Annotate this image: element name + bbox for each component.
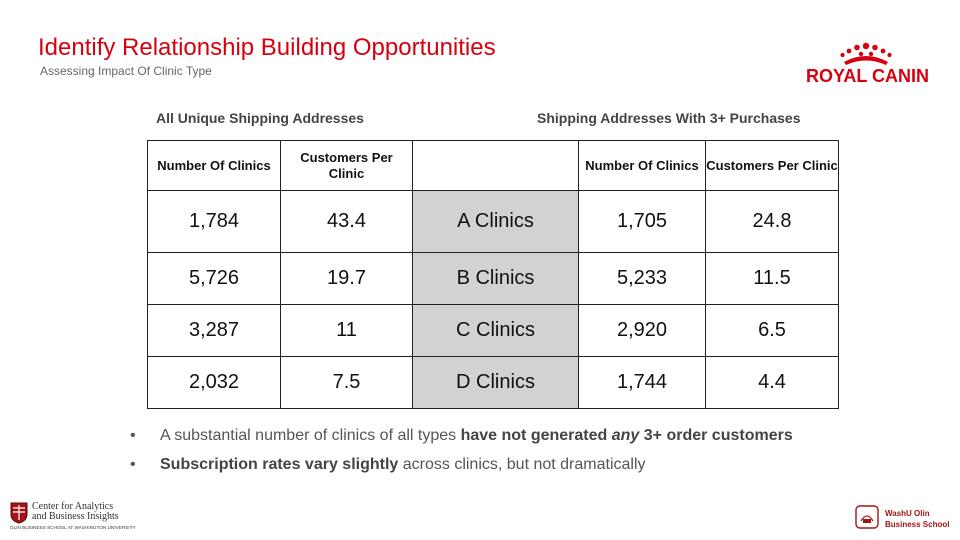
crown-icon (840, 42, 892, 65)
cell-cpc-3plus: 11.5 (705, 252, 839, 305)
clinic-table: Number Of Clinics Customers Per Clinic N… (147, 140, 839, 409)
bullet-dot-icon: • (130, 456, 136, 473)
cell-clinics-all: 1,784 (147, 190, 281, 253)
cell-cpc-all: 19.7 (280, 252, 413, 305)
cell-cpc-3plus: 6.5 (705, 304, 839, 357)
cell-clinic-type: D Clinics (412, 356, 579, 409)
table-header-row: Number Of Clinics Customers Per Clinic N… (147, 140, 839, 191)
cell-clinics-all: 5,726 (147, 252, 281, 305)
cabi-line1: Center for Analytics (32, 501, 114, 512)
cell-cpc-all: 43.4 (280, 190, 413, 253)
olin-name-line1: WashU Olin (885, 509, 930, 518)
cell-cpc-all: 7.5 (280, 356, 413, 409)
bullet-text-bold-italic: any (611, 427, 640, 444)
header-cpc-all: Customers Per Clinic (280, 140, 413, 191)
cabi-line2: and Business Insights (32, 511, 119, 522)
header-cpc-3plus: Customers Per Clinic (705, 140, 839, 191)
olin-name-line2: Business School (885, 520, 950, 529)
header-type (412, 140, 579, 191)
table-row: 1,784 43.4 A Clinics 1,705 24.8 (147, 190, 839, 253)
cell-cpc-all: 11 (280, 304, 413, 357)
group-label-3plus: Shipping Addresses With 3+ Purchases (537, 110, 801, 126)
header-clinics-3plus: Number Of Clinics (578, 140, 706, 191)
header-clinics-all: Number Of Clinics (147, 140, 281, 191)
cell-clinics-all: 3,287 (147, 304, 281, 357)
bullet-text-bold: Subscription rates vary slightly (160, 456, 399, 473)
cell-clinic-type: B Clinics (412, 252, 579, 305)
cell-clinics-all: 2,032 (147, 356, 281, 409)
cell-clinics-3plus: 1,744 (578, 356, 706, 409)
cell-clinic-type: A Clinics (412, 190, 579, 253)
bullet-text-post: across clinics, but not dramatically (398, 456, 646, 473)
bullet-item: • Subscription rates vary slightly acros… (130, 455, 890, 475)
bullet-item: • A substantial number of clinics of all… (130, 426, 890, 446)
cell-clinics-3plus: 2,920 (578, 304, 706, 357)
page-title: Identify Relationship Building Opportuni… (38, 34, 496, 61)
cell-clinics-3plus: 5,233 (578, 252, 706, 305)
brand-name: ROYAL CANIN (806, 66, 930, 86)
page-subtitle: Assessing Impact Of Clinic Type (40, 64, 212, 78)
bullet-text-bold-post: 3+ order customers (639, 427, 793, 444)
cabi-name: Center for Analytics and Business Insigh… (32, 502, 119, 522)
group-label-all: All Unique Shipping Addresses (156, 110, 364, 126)
bullet-list: • A substantial number of clinics of all… (130, 426, 890, 484)
cell-cpc-3plus: 4.4 (705, 356, 839, 409)
royal-canin-logo: ROYAL CANIN (806, 42, 930, 90)
shield-icon (10, 502, 28, 524)
cabi-subtext: OLIN BUSINESS SCHOOL AT WASHINGTON UNIVE… (10, 525, 136, 530)
seal-icon (855, 505, 879, 529)
table-row: 3,287 11 C Clinics 2,920 6.5 (147, 304, 839, 357)
bullet-text-bold: have not generated (460, 427, 612, 444)
table-row: 5,726 19.7 B Clinics 5,233 11.5 (147, 252, 839, 305)
bullet-text-pre: A substantial number of clinics of all t… (160, 427, 461, 444)
cell-cpc-3plus: 24.8 (705, 190, 839, 253)
table-row: 2,032 7.5 D Clinics 1,744 4.4 (147, 356, 839, 409)
cell-clinics-3plus: 1,705 (578, 190, 706, 253)
cell-clinic-type: C Clinics (412, 304, 579, 357)
bullet-dot-icon: • (130, 427, 136, 444)
